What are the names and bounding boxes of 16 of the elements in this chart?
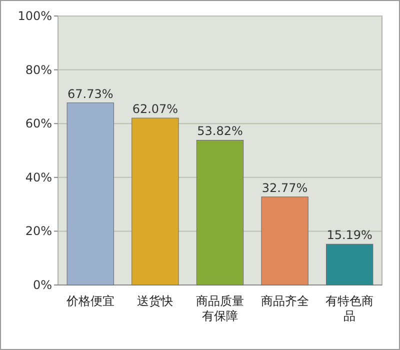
data-label: 62.07% bbox=[132, 102, 178, 116]
xtick-label: 价格便宜 bbox=[66, 294, 114, 308]
data-label: 15.19% bbox=[326, 228, 372, 242]
ytick-label: 40% bbox=[25, 170, 52, 184]
ytick-label: 100% bbox=[18, 9, 52, 23]
xtick-label: 有特色商品 bbox=[326, 294, 374, 323]
xtick-label: 商品质量有保障 bbox=[196, 294, 244, 323]
xtick-label: 商品齐全 bbox=[260, 294, 309, 308]
data-label: 67.73% bbox=[68, 86, 114, 101]
ytick-label: 20% bbox=[25, 224, 52, 238]
ytick-label: 60% bbox=[25, 116, 52, 131]
data-label: 32.77% bbox=[262, 180, 308, 195]
ytick-label: 0% bbox=[32, 278, 52, 292]
ytick-label: 80% bbox=[25, 62, 52, 77]
data-label: 53.82% bbox=[197, 124, 243, 138]
xtick-label: 送货快 bbox=[137, 294, 174, 308]
